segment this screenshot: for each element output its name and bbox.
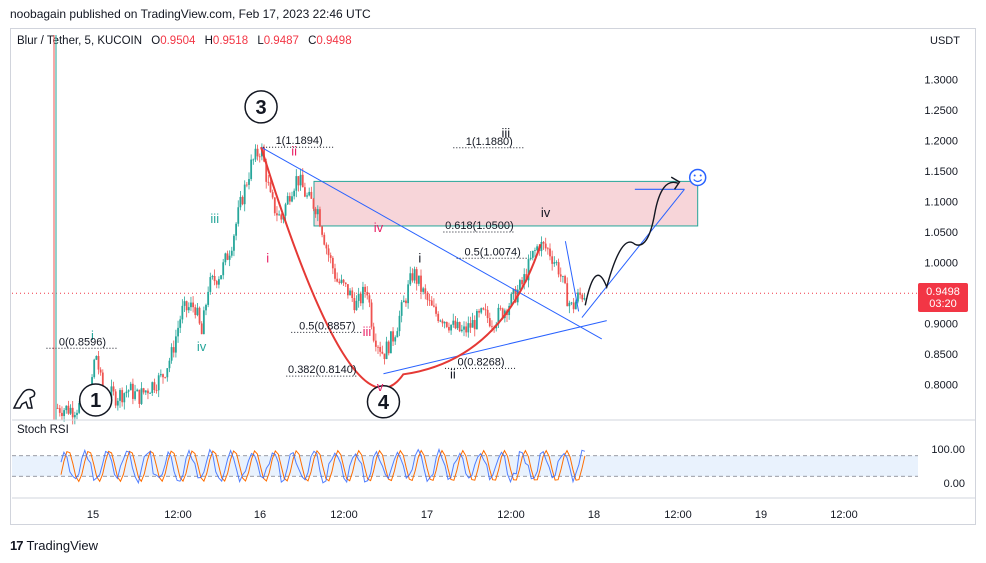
stoch-rsi-label: Stoch RSI — [17, 424, 69, 436]
close-label: C — [308, 35, 317, 47]
symbol-legend: Blur / Tether, 5, KUCOIN O0.9504 H0.9518… — [17, 35, 352, 47]
open-label: O — [151, 35, 161, 47]
tv-logo-icon: 17 — [10, 538, 24, 553]
open-value: 0.9504 — [160, 35, 196, 47]
high-label: H — [204, 35, 213, 47]
low-value: 0.9487 — [263, 35, 299, 47]
tradingview-logo[interactable]: 17 TradingView — [10, 538, 98, 553]
brand-name: TradingView — [26, 538, 99, 553]
low-label: L — [257, 35, 264, 47]
publisher-line: noobagain published on TradingView.com, … — [10, 7, 371, 21]
close-value: 0.9498 — [316, 35, 352, 47]
symbol-name: Blur / Tether, 5, KUCOIN — [17, 35, 143, 47]
high-value: 0.9518 — [212, 35, 249, 47]
chart-frame — [10, 28, 976, 525]
